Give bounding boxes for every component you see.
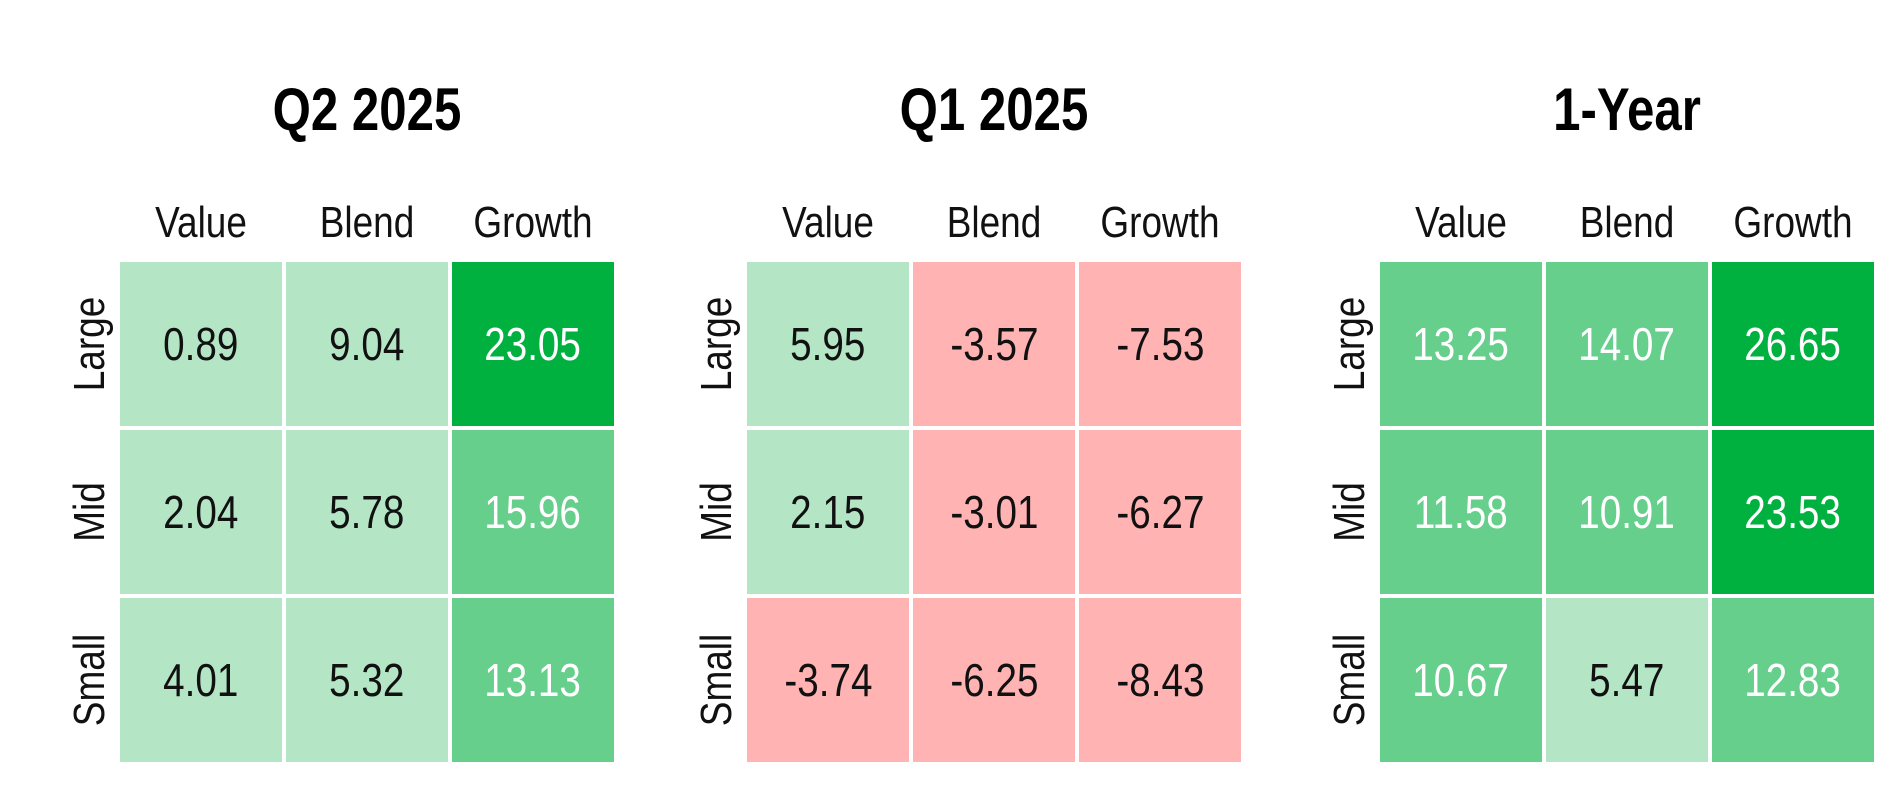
cell-value-label: 10.91 <box>1578 486 1676 538</box>
heatmap-cell-large-value: 0.89 <box>120 262 282 426</box>
row-label-mid: Mid <box>65 482 114 542</box>
row-label-small: Small <box>1325 633 1374 727</box>
cell-value-label: -6.27 <box>1115 486 1205 538</box>
heatmap-cell-mid-blend: -3.01 <box>913 430 1075 594</box>
cell-value-label: 11.58 <box>1414 486 1508 538</box>
heatmap-cell-small-growth: 12.83 <box>1712 598 1874 762</box>
heatmap-cell-large-growth: 23.05 <box>452 262 614 426</box>
heatmap-cell-mid-growth: 23.53 <box>1712 430 1874 594</box>
cell-value-label: 5.47 <box>1589 654 1665 706</box>
cell-value-label: 0.89 <box>163 318 239 370</box>
heatmap-cell-mid-value: 2.15 <box>747 430 909 594</box>
row-label-mid: Mid <box>692 482 741 542</box>
heatmap-cell-mid-value: 2.04 <box>120 430 282 594</box>
cell-value-label: 15.96 <box>484 486 582 538</box>
cell-value-label: 5.32 <box>329 654 405 706</box>
heatmap-cell-small-blend: -6.25 <box>913 598 1075 762</box>
heatmap-cell-small-growth: 13.13 <box>452 598 614 762</box>
heatmap-cell-small-growth: -8.43 <box>1079 598 1241 762</box>
heatmap-panel-2: Q1 2025 Value Blend Growth Large Mid Small 5.95… <box>692 0 1317 809</box>
row-label-large: Large <box>65 296 114 392</box>
row-label-mid: Mid <box>1325 482 1374 542</box>
heatmap-cell-small-value: 4.01 <box>120 598 282 762</box>
heatmap-cell-large-growth: 26.65 <box>1712 262 1874 426</box>
row-label-large: Large <box>1325 296 1374 392</box>
cell-value-label: -3.74 <box>783 654 873 706</box>
column-label-value: Value <box>155 198 247 247</box>
panel-title: 1-Year <box>1553 76 1701 143</box>
cell-value-label: 12.83 <box>1744 654 1842 706</box>
cell-value-label: -3.57 <box>949 318 1039 370</box>
cell-value-label: 23.53 <box>1744 486 1842 538</box>
heatmap-cell-large-blend: -3.57 <box>913 262 1075 426</box>
column-label-growth: Growth <box>1733 198 1853 247</box>
cell-value-label: 5.78 <box>329 486 405 538</box>
heatmap-cell-mid-value: 11.58 <box>1380 430 1542 594</box>
heatmap-cell-small-value: -3.74 <box>747 598 909 762</box>
heatmap-cell-large-value: 13.25 <box>1380 262 1542 426</box>
heatmap-cell-mid-growth: -6.27 <box>1079 430 1241 594</box>
cell-value-label: 26.65 <box>1744 318 1842 370</box>
cell-value-label: 14.07 <box>1578 318 1676 370</box>
heatmap-cell-large-growth: -7.53 <box>1079 262 1241 426</box>
cell-value-label: -7.53 <box>1115 318 1205 370</box>
heatmap-cell-small-blend: 5.32 <box>286 598 448 762</box>
heatmap-panel-1: Q2 2025 Value Blend Growth Large Mid Small 0.89… <box>65 0 690 809</box>
cell-value-label: 9.04 <box>329 318 405 370</box>
row-label-small: Small <box>65 633 114 727</box>
panel-title: Q1 2025 <box>899 76 1089 143</box>
row-label-small: Small <box>692 633 741 727</box>
heatmap-cell-large-blend: 14.07 <box>1546 262 1708 426</box>
cell-value-label: 13.25 <box>1412 318 1510 370</box>
column-label-growth: Growth <box>1100 198 1220 247</box>
heatmap-cell-small-blend: 5.47 <box>1546 598 1708 762</box>
column-label-blend: Blend <box>319 198 415 247</box>
heatmap-cell-large-blend: 9.04 <box>286 262 448 426</box>
heatmap-cell-large-value: 5.95 <box>747 262 909 426</box>
column-label-value: Value <box>782 198 874 247</box>
heatmap-cell-mid-growth: 15.96 <box>452 430 614 594</box>
cell-value-label: 4.01 <box>163 654 239 706</box>
cell-value-label: -3.01 <box>949 486 1039 538</box>
cell-value-label: 5.95 <box>790 318 866 370</box>
heatmap-cell-mid-blend: 10.91 <box>1546 430 1708 594</box>
cell-value-label: -6.25 <box>949 654 1039 706</box>
column-label-growth: Growth <box>473 198 593 247</box>
cell-value-label: 10.67 <box>1412 654 1510 706</box>
cell-value-label: 2.15 <box>790 486 866 538</box>
cell-value-label: 2.04 <box>163 486 239 538</box>
column-label-blend: Blend <box>946 198 1042 247</box>
column-label-blend: Blend <box>1579 198 1675 247</box>
heatmap-cell-small-value: 10.67 <box>1380 598 1542 762</box>
row-label-large: Large <box>692 296 741 392</box>
panel-title: Q2 2025 <box>272 76 462 143</box>
column-label-value: Value <box>1415 198 1507 247</box>
cell-value-label: 23.05 <box>484 318 582 370</box>
heatmap-cell-mid-blend: 5.78 <box>286 430 448 594</box>
heatmap-panel-3: 1-Year Value Blend Growth Large Mid Small 13.25… <box>1325 0 1896 809</box>
cell-value-label: -8.43 <box>1115 654 1205 706</box>
cell-value-label: 13.13 <box>484 654 582 706</box>
